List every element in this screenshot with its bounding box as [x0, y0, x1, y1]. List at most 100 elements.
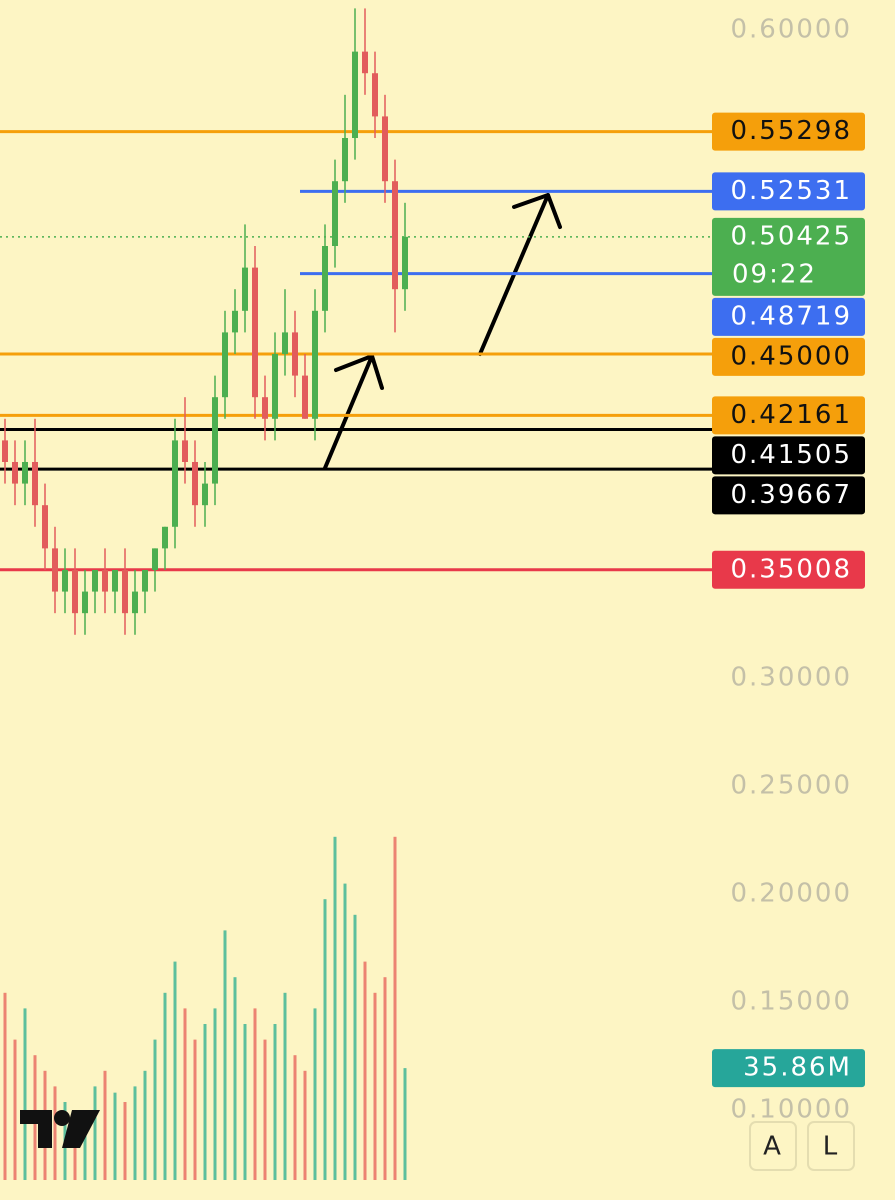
volume-bar — [243, 1024, 247, 1180]
candle-body — [282, 332, 288, 354]
level-label: 0.41505 — [730, 440, 852, 470]
volume-bar — [143, 1070, 147, 1180]
volume-bar — [103, 1070, 107, 1180]
volume-badge — [712, 1049, 865, 1088]
volume-bar — [313, 1008, 317, 1180]
candle-body — [322, 246, 328, 311]
volume-bar — [283, 992, 287, 1180]
volume-bar — [373, 992, 377, 1180]
candle-body — [252, 267, 258, 398]
volume-bar — [53, 1086, 57, 1180]
candle-body — [82, 591, 88, 614]
volume-bar — [193, 1039, 197, 1180]
volume-bar — [333, 836, 337, 1180]
volume-bar — [403, 1068, 407, 1180]
volume-label: 35.86M — [743, 1053, 852, 1083]
volume-bar — [3, 992, 7, 1180]
y-tick-label: 0.25000 — [730, 770, 852, 800]
volume-bar — [223, 930, 227, 1180]
level-badge — [712, 337, 865, 376]
log-button-label[interactable]: L — [823, 1132, 840, 1162]
candle-body — [242, 267, 248, 311]
candle-body — [142, 569, 148, 592]
candle-body — [42, 505, 48, 549]
countdown: 09:22 — [732, 259, 817, 289]
level-badge — [712, 550, 865, 589]
y-tick-label: 0.10000 — [730, 1094, 852, 1124]
volume-bar — [303, 1070, 307, 1180]
log-button[interactable] — [807, 1121, 855, 1171]
level-badge — [712, 112, 865, 151]
candle-body — [222, 332, 228, 398]
y-tick-label: 0.60000 — [730, 15, 852, 45]
candle-body — [382, 116, 388, 182]
logo-shape — [54, 1110, 70, 1126]
volume-bar — [183, 1008, 187, 1180]
candle-body — [22, 461, 28, 484]
candle-body — [132, 591, 138, 614]
logo-shape — [62, 1110, 100, 1148]
level-badge — [712, 476, 865, 515]
arrow — [323, 354, 384, 470]
volume-bar — [93, 1086, 97, 1180]
candle-body — [162, 526, 168, 549]
volume-bar — [23, 1008, 27, 1180]
volume-bar — [213, 1008, 217, 1180]
candle-body — [232, 310, 238, 333]
auto-button-label[interactable]: A — [763, 1132, 783, 1162]
volume-bar — [83, 1111, 87, 1180]
candle-body — [312, 310, 318, 419]
candle-body — [2, 440, 8, 462]
y-tick-label: 0.15000 — [730, 986, 852, 1016]
volume-bar — [363, 961, 367, 1180]
candle-body — [202, 483, 208, 506]
level-badge — [712, 396, 865, 435]
candle-body — [52, 548, 58, 592]
volume-bar — [233, 977, 237, 1180]
auto-button[interactable] — [749, 1121, 797, 1171]
level-label: 0.50425 — [730, 221, 852, 251]
level-label: 0.42161 — [730, 400, 852, 430]
candle-body — [262, 397, 268, 419]
volume-bar — [293, 1055, 297, 1180]
candle-body — [112, 569, 118, 592]
volume-bar — [203, 1024, 207, 1180]
level-label: 0.55298 — [730, 116, 852, 146]
volume-bar — [163, 992, 167, 1180]
candle-body — [362, 51, 368, 74]
candle-body — [172, 440, 178, 527]
volume-bar — [153, 1039, 157, 1180]
candle-body — [102, 569, 108, 592]
volume-bar — [133, 1086, 137, 1180]
volume-bar — [173, 961, 177, 1180]
volume-bar — [263, 1039, 267, 1180]
candle-body — [352, 51, 358, 139]
level-label: 0.52531 — [730, 176, 852, 206]
level-badge — [712, 297, 865, 336]
arrows — [323, 193, 562, 470]
candle-body — [342, 138, 348, 182]
volume-bar — [343, 883, 347, 1180]
volume-bar — [73, 1117, 77, 1180]
level-badge — [712, 172, 865, 211]
level-label: 0.39667 — [730, 480, 852, 510]
candle-body — [72, 569, 78, 614]
candle-body — [392, 181, 398, 290]
volume-bar — [353, 914, 357, 1180]
candle-body — [92, 569, 98, 592]
candle-body — [152, 548, 158, 570]
level-badge — [712, 217, 865, 296]
y-tick-label: 0.30000 — [730, 662, 852, 692]
volume-bar — [123, 1102, 127, 1180]
candle-body — [372, 73, 378, 117]
volume-bar — [383, 977, 387, 1180]
volume-bar — [273, 1024, 277, 1180]
volume-bar — [113, 1092, 117, 1180]
candle-body — [122, 569, 128, 614]
level-label: 0.45000 — [730, 341, 852, 371]
candle-body — [32, 461, 38, 506]
volume-bar — [393, 836, 397, 1180]
candle-body — [212, 397, 218, 484]
y-tick-label: 0.20000 — [730, 878, 852, 908]
candle-body — [192, 461, 198, 506]
